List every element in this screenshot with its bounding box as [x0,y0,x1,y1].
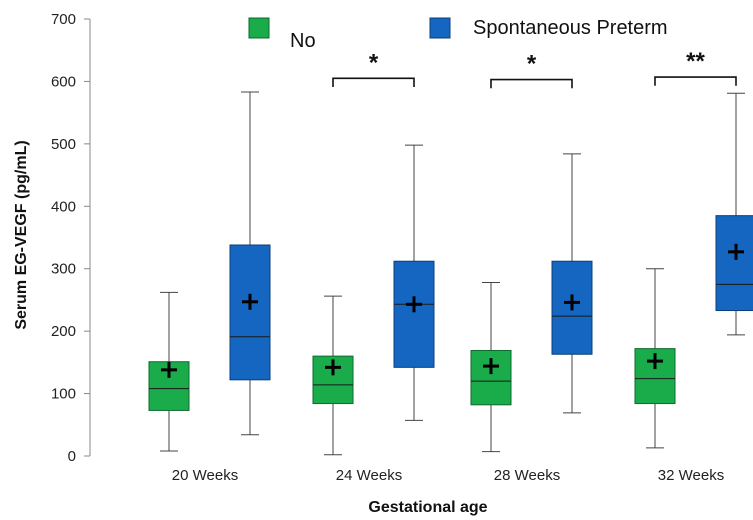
y-tick-label: 400 [51,198,76,215]
y-tick-label: 0 [68,448,76,465]
bracket-line [332,77,415,88]
legend-label: Spontaneous Preterm [473,17,668,39]
significance-bracket: ** [654,48,737,86]
x-axis-title: Gestational age [368,499,487,516]
box-iqr [393,260,435,368]
boxes: 20 Weeks 24 Weeks 28 Weeks 32 Weeks [148,91,753,484]
significance-bracket: * [332,49,415,88]
box-iqr [148,361,190,411]
significance-label: * [527,51,537,78]
legend-label: No [290,30,316,52]
legend: No Spontaneous Preterm [248,17,668,52]
box-no-24-weeks [312,295,354,456]
y-tick-label: 300 [51,261,76,278]
significance-label: ** [686,48,705,75]
y-tick-label: 700 [51,11,76,28]
significance-label: * [369,49,379,76]
bracket-line [654,76,737,86]
box-spontaneous-preterm-24-weeks [393,144,435,421]
legend-swatch [248,17,270,39]
y-tick-label: 500 [51,136,76,153]
box-no-20-weeks [148,291,190,452]
category-label: 28 Weeks [494,467,560,484]
category-label: 20 Weeks [172,467,238,484]
box-iqr [229,244,271,381]
category-label: 32 Weeks [658,467,724,484]
legend-swatch [429,17,451,39]
significance-bracket: * [490,51,573,89]
axes: 0 100 200 300 400 500 600 700 [51,11,91,465]
y-tick-label: 600 [51,73,76,90]
significance-markers: * * ** [332,48,737,89]
box-spontaneous-preterm-20-weeks [229,91,271,436]
y-tick-label: 200 [51,323,76,340]
box-iqr [715,215,753,312]
y-tick-label: 100 [51,386,76,403]
y-axis-title: Serum EG-VEGF (pg/mL) [13,140,30,329]
bracket-line [490,78,573,89]
box-no-28-weeks [470,281,512,453]
box-spontaneous-preterm-32-weeks [715,92,753,336]
box-spontaneous-preterm-28-weeks [551,153,593,414]
category-label: 24 Weeks [336,467,402,484]
box-no-32-weeks [634,268,676,449]
